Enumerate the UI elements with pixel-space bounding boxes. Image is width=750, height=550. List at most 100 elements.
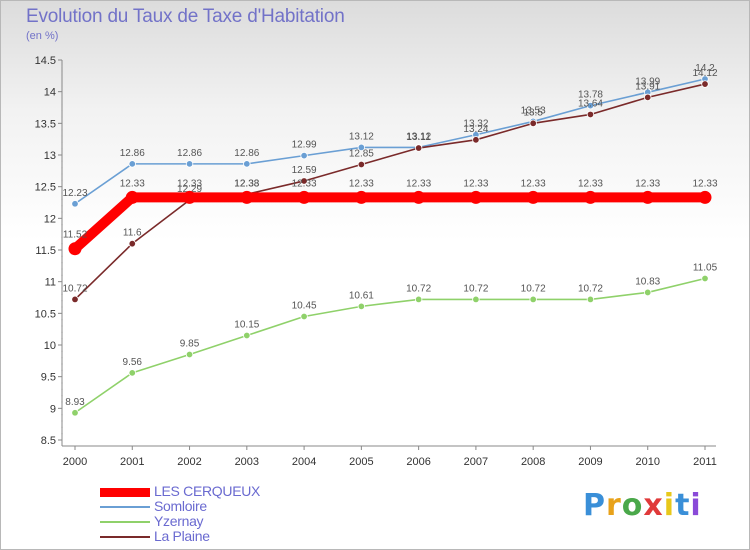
data-point — [357, 160, 366, 169]
chart-title: Evolution du Taux de Taxe d'Habitation — [26, 6, 345, 27]
legend-item: LES CERQUEUX — [100, 484, 360, 499]
data-point — [357, 143, 366, 152]
data-label: 12.33 — [349, 178, 374, 189]
data-label: 11.05 — [693, 263, 718, 274]
x-tick-label: 2010 — [635, 456, 659, 468]
data-point — [71, 409, 79, 417]
data-label: 14.12 — [692, 68, 717, 79]
data-label: 13.24 — [463, 124, 488, 135]
data-label: 13.64 — [578, 98, 603, 109]
series-line — [74, 78, 706, 205]
data-label: 11.52 — [63, 230, 88, 241]
data-label: 10.61 — [349, 290, 374, 301]
data-point — [125, 190, 139, 204]
legend-swatch — [100, 536, 150, 538]
data-label: 9.56 — [123, 357, 143, 368]
data-label: 12.33 — [635, 178, 660, 189]
y-tick-label: 9 — [50, 403, 56, 415]
legend-item: Yzernay — [100, 514, 360, 529]
data-label: 10.72 — [406, 283, 431, 294]
legend-item: Somloire — [100, 499, 360, 514]
data-label: 12.33 — [120, 178, 145, 189]
data-label: 10.72 — [62, 283, 87, 294]
data-label: 12.86 — [234, 148, 259, 159]
legend-swatch — [100, 521, 150, 523]
data-label: 13.32 — [463, 119, 488, 130]
data-label: 13.12 — [349, 131, 374, 142]
data-label: 12.33 — [177, 178, 202, 189]
legend-item: La Plaine — [100, 529, 360, 544]
data-point — [701, 80, 709, 88]
data-label: 10.15 — [234, 320, 259, 331]
legend-label: Yzernay — [154, 513, 204, 529]
data-point — [240, 190, 254, 204]
chart-subtitle: (en %) — [26, 30, 59, 42]
data-label: 10.72 — [463, 283, 488, 294]
data-label: 13.78 — [578, 90, 603, 101]
data-label: 11.6 — [123, 228, 142, 239]
data-label: 9.85 — [180, 339, 200, 350]
x-tick-label: 2000 — [63, 456, 87, 468]
y-tick-label: 9.5 — [41, 372, 56, 384]
data-point — [583, 190, 597, 204]
y-tick-label: 8.5 — [41, 435, 56, 447]
legend-swatch — [100, 487, 150, 497]
y-tick-label: 12 — [44, 213, 56, 225]
data-point — [297, 190, 311, 204]
data-label: 13.11 — [406, 132, 431, 143]
data-point — [183, 190, 197, 204]
logo-letter: r — [606, 488, 622, 523]
legend-label: La Plaine — [154, 528, 210, 544]
legend-swatch — [100, 506, 150, 508]
logo-letter: P — [583, 488, 606, 523]
data-label: 13.91 — [635, 81, 660, 92]
y-tick-label: 10.5 — [35, 308, 56, 320]
data-label: 12.33 — [578, 178, 603, 189]
data-label: 12.99 — [292, 140, 317, 151]
data-point — [185, 350, 194, 359]
data-point — [529, 295, 537, 304]
data-point — [641, 190, 655, 204]
data-label: 10.72 — [578, 283, 603, 294]
data-point — [243, 331, 251, 340]
data-label: 10.83 — [635, 276, 660, 287]
data-label: 10.45 — [292, 301, 317, 312]
logo-letter: i — [663, 488, 676, 523]
data-label: 13.5 — [523, 107, 543, 118]
data-point — [586, 110, 595, 119]
data-point — [128, 369, 136, 377]
x-tick-label: 2002 — [177, 456, 201, 468]
data-label: 12.33 — [463, 178, 488, 189]
x-tick-label: 2007 — [464, 456, 488, 468]
data-point — [698, 190, 712, 204]
series-les-cerqueux: 11.52 12.33 12.33 12.33 12.33 12.33 12.33 12.33… — [63, 178, 718, 256]
x-tick-label: 2011 — [693, 456, 717, 468]
series-line — [74, 277, 706, 414]
x-tick-label: 2004 — [292, 456, 316, 468]
y-tick-label: 11.5 — [35, 245, 56, 257]
data-point — [472, 295, 480, 304]
logo-letter: x — [643, 488, 664, 523]
y-tick-label: 14.5 — [35, 55, 56, 67]
data-label: 12.33 — [521, 178, 546, 189]
legend-label: LES CERQUEUX — [154, 483, 261, 499]
y-tick-label: 11 — [45, 277, 56, 289]
data-point — [354, 190, 368, 204]
data-label: 13.53 — [521, 105, 546, 116]
data-label: 14.2 — [695, 63, 715, 74]
data-point — [412, 190, 426, 204]
data-point — [357, 302, 366, 311]
data-label: 12.33 — [234, 178, 259, 189]
data-label: 12.23 — [62, 188, 87, 199]
y-tick-label: 13.5 — [35, 118, 56, 130]
series-somloire: 12.23 12.86 12.86 12.86 12.99 13.12 13.12 13.32… — [62, 63, 715, 208]
data-label: 12.29 — [177, 184, 202, 195]
y-tick-label: 13 — [44, 150, 56, 162]
data-point — [526, 190, 540, 204]
data-point — [128, 160, 136, 168]
data-point — [472, 136, 480, 144]
data-point — [644, 288, 652, 297]
data-point — [644, 93, 652, 102]
data-label: 12.59 — [292, 165, 317, 176]
